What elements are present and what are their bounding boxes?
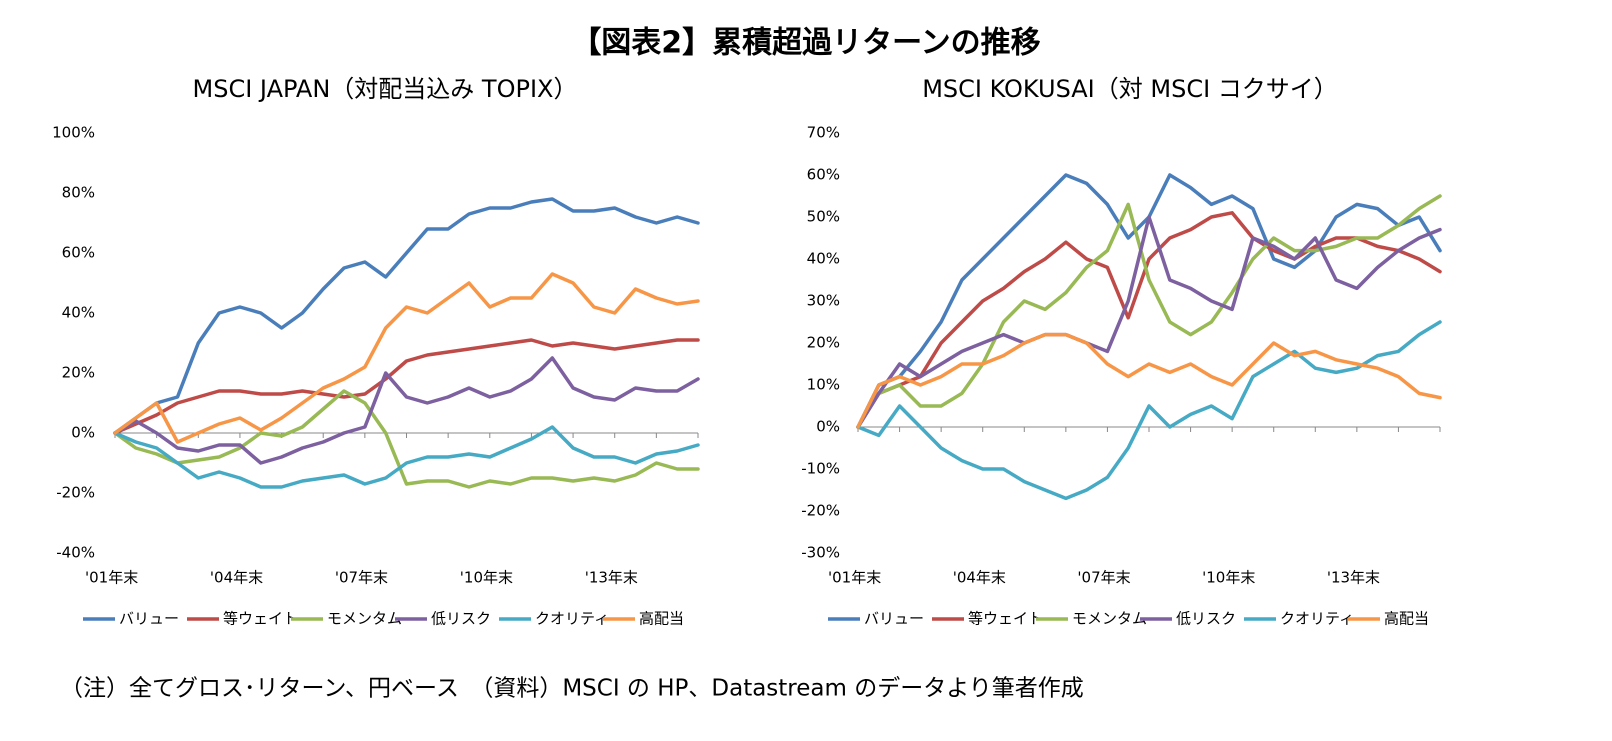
y-tick-label: -40% — [56, 544, 95, 562]
y-tick-label: 40% — [62, 304, 95, 322]
series-line — [113, 389, 700, 489]
y-tick-label: -10% — [801, 460, 840, 478]
x-tick-label: '07年末 — [1077, 569, 1130, 587]
x-tick-label: '13年末 — [1327, 569, 1380, 587]
series-line — [113, 338, 700, 435]
series-line — [856, 194, 1442, 429]
series-line — [856, 320, 1442, 501]
legend-label: モメンタム — [327, 610, 402, 628]
y-tick-label: 60% — [807, 166, 840, 184]
y-tick-label: -30% — [801, 544, 840, 562]
legend-label: バリュー — [119, 610, 179, 628]
y-tick-label: 40% — [807, 250, 840, 268]
x-tick-label: '01年末 — [85, 569, 138, 587]
x-tick-label: '04年末 — [953, 569, 1006, 587]
legend-label: 等ウェイト — [223, 610, 298, 628]
y-tick-label: 20% — [807, 334, 840, 352]
legend-label: バリュー — [864, 610, 924, 628]
series-line — [113, 197, 700, 435]
y-tick-label: 20% — [62, 364, 95, 382]
y-tick-label: 0% — [816, 418, 840, 436]
y-tick-label: 100% — [52, 124, 95, 142]
x-tick-label: '13年末 — [585, 569, 638, 587]
x-tick-label: '01年末 — [828, 569, 881, 587]
x-tick-label: '10年末 — [1202, 569, 1255, 587]
legend-label: 低リスク — [1176, 610, 1236, 628]
series-line — [856, 215, 1442, 429]
x-tick-label: '04年末 — [210, 569, 263, 587]
legend-label: 高配当 — [1384, 610, 1429, 628]
y-tick-label: 0% — [71, 424, 95, 442]
legend-label: クオリティ — [535, 610, 609, 628]
chart-title: MSCI KOKUSAI（対 MSCI コクサイ） — [922, 75, 1338, 103]
chart-title: MSCI JAPAN（対配当込み TOPIX） — [193, 75, 578, 103]
y-tick-label: -20% — [56, 484, 95, 502]
series-line — [113, 425, 700, 489]
y-tick-label: 30% — [807, 292, 840, 310]
series-line — [856, 211, 1442, 429]
series-line — [856, 332, 1442, 429]
x-tick-label: '10年末 — [460, 569, 513, 587]
series-line — [113, 356, 700, 465]
x-tick-label: '07年末 — [335, 569, 388, 587]
y-tick-label: 50% — [807, 208, 840, 226]
legend-label: 高配当 — [639, 610, 684, 628]
legend-label: 低リスク — [431, 610, 491, 628]
legend-label: 等ウェイト — [968, 610, 1043, 628]
y-tick-label: 60% — [62, 244, 95, 262]
y-tick-label: 80% — [62, 184, 95, 202]
figure-title: 【図表2】累積超過リターンの推移 — [571, 26, 1040, 61]
y-tick-label: -20% — [801, 502, 840, 520]
legend-label: クオリティ — [1280, 610, 1354, 628]
series-line — [113, 272, 700, 444]
legend-label: モメンタム — [1072, 610, 1147, 628]
y-tick-label: 70% — [807, 124, 840, 142]
footnote: （注）全てグロス･リターン、円ベース （資料）MSCI の HP、Datastr… — [60, 676, 1084, 702]
y-tick-label: 10% — [807, 376, 840, 394]
